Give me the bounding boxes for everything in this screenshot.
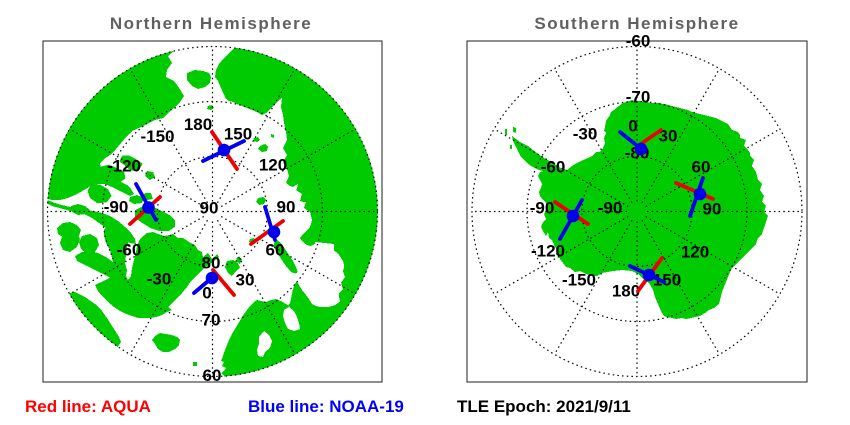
- svg-text:90: 90: [200, 199, 219, 218]
- svg-text:0: 0: [628, 117, 637, 136]
- svg-text:120: 120: [681, 243, 709, 262]
- svg-text:Blue line: NOAA-19: Blue line: NOAA-19: [248, 397, 404, 416]
- svg-text:120: 120: [259, 156, 287, 175]
- svg-text:-90: -90: [530, 199, 555, 218]
- svg-text:30: 30: [236, 271, 255, 290]
- svg-text:0: 0: [202, 284, 211, 303]
- svg-text:-30: -30: [147, 270, 172, 289]
- svg-text:150: 150: [224, 125, 252, 144]
- svg-text:-60: -60: [117, 241, 142, 260]
- svg-text:TLE Epoch: 2021/9/11: TLE Epoch: 2021/9/11: [457, 397, 631, 416]
- svg-text:80: 80: [202, 254, 221, 273]
- svg-text:-150: -150: [562, 271, 596, 290]
- svg-text:-30: -30: [573, 125, 598, 144]
- svg-text:60: 60: [266, 241, 285, 260]
- svg-text:-70: -70: [626, 88, 651, 107]
- svg-text:70: 70: [202, 311, 221, 330]
- svg-text:-150: -150: [140, 127, 174, 146]
- svg-text:-90: -90: [598, 199, 623, 218]
- svg-text:60: 60: [203, 366, 222, 385]
- svg-text:Northern Hemisphere: Northern Hemisphere: [110, 14, 312, 33]
- svg-text:180: 180: [612, 282, 640, 301]
- svg-text:-120: -120: [531, 242, 565, 261]
- svg-text:-120: -120: [107, 157, 141, 176]
- svg-text:180: 180: [184, 115, 212, 134]
- svg-text:60: 60: [692, 158, 711, 177]
- svg-text:90: 90: [277, 198, 296, 217]
- svg-text:Southern Hemisphere: Southern Hemisphere: [534, 14, 739, 33]
- svg-text:-60: -60: [541, 158, 566, 177]
- svg-text:30: 30: [659, 127, 678, 146]
- svg-text:Red line: AQUA: Red line: AQUA: [25, 397, 151, 416]
- svg-text:90: 90: [703, 200, 722, 219]
- svg-text:-60: -60: [626, 32, 651, 51]
- svg-text:-90: -90: [104, 198, 129, 217]
- svg-text:150: 150: [653, 271, 681, 290]
